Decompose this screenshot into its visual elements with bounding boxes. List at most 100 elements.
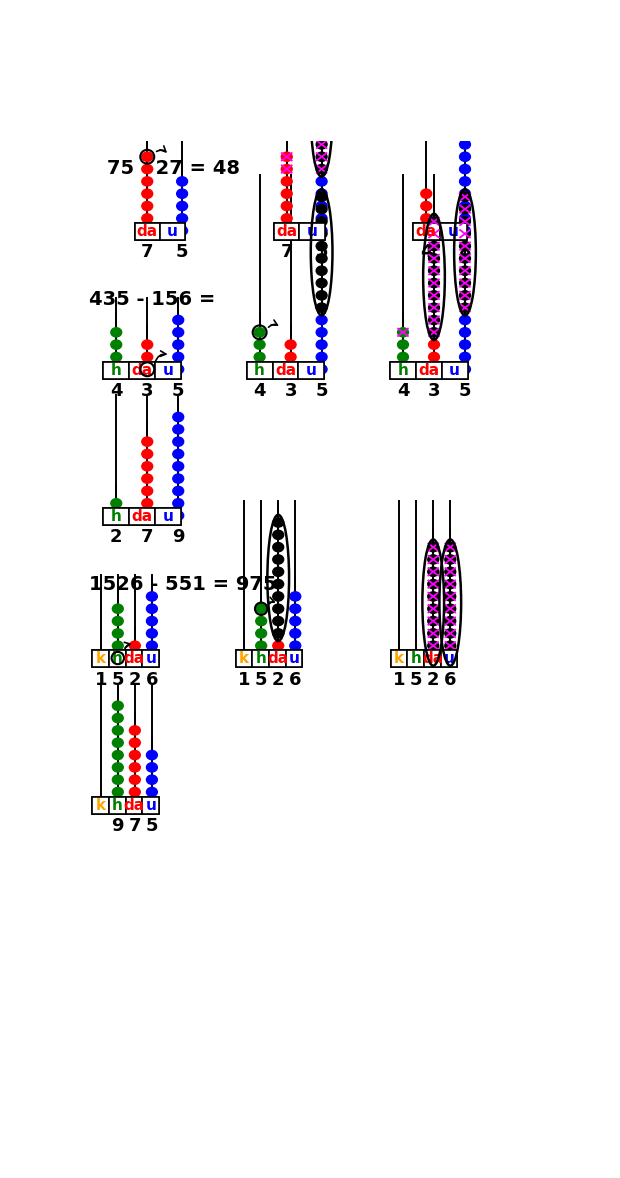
Bar <box>236 650 303 667</box>
Bar <box>424 650 441 667</box>
Ellipse shape <box>397 365 409 373</box>
Text: da: da <box>415 224 437 239</box>
Text: 2: 2 <box>110 528 123 547</box>
Text: u: u <box>450 363 460 378</box>
Ellipse shape <box>428 278 440 287</box>
Ellipse shape <box>142 177 153 186</box>
Bar <box>109 650 126 667</box>
Text: u: u <box>444 651 454 667</box>
Ellipse shape <box>290 616 301 626</box>
Ellipse shape <box>112 762 123 772</box>
Bar <box>299 223 324 240</box>
Text: u: u <box>306 363 317 378</box>
Ellipse shape <box>112 775 123 785</box>
Ellipse shape <box>428 654 439 663</box>
Ellipse shape <box>459 253 471 263</box>
Ellipse shape <box>316 230 327 238</box>
Ellipse shape <box>316 205 327 213</box>
Ellipse shape <box>281 190 292 198</box>
Ellipse shape <box>445 641 456 650</box>
Ellipse shape <box>428 365 440 373</box>
Ellipse shape <box>285 352 296 362</box>
Ellipse shape <box>285 365 296 373</box>
Ellipse shape <box>428 217 440 226</box>
Ellipse shape <box>177 201 187 211</box>
Ellipse shape <box>273 604 284 614</box>
Text: u: u <box>145 651 156 667</box>
Bar <box>92 796 109 814</box>
Bar <box>413 223 467 240</box>
Ellipse shape <box>459 177 471 186</box>
Ellipse shape <box>428 555 439 564</box>
Text: 6: 6 <box>289 670 301 689</box>
Ellipse shape <box>459 201 471 211</box>
Ellipse shape <box>142 190 153 198</box>
Text: k: k <box>394 651 404 667</box>
Text: 75 - 27 = 48: 75 - 27 = 48 <box>107 159 240 178</box>
Text: h: h <box>111 509 122 524</box>
Text: 5: 5 <box>255 670 267 689</box>
Ellipse shape <box>142 449 153 458</box>
Text: da: da <box>131 363 153 378</box>
Text: 6: 6 <box>146 670 158 689</box>
Ellipse shape <box>428 327 440 337</box>
Ellipse shape <box>459 165 471 173</box>
Ellipse shape <box>142 213 153 223</box>
Ellipse shape <box>459 316 471 325</box>
Ellipse shape <box>428 604 439 614</box>
Bar <box>440 223 467 240</box>
Bar <box>143 796 159 814</box>
Ellipse shape <box>112 714 123 723</box>
Ellipse shape <box>445 604 456 614</box>
Ellipse shape <box>177 177 187 186</box>
Ellipse shape <box>459 192 471 201</box>
Ellipse shape <box>316 177 327 186</box>
Ellipse shape <box>316 352 327 362</box>
Ellipse shape <box>255 641 267 650</box>
Text: 9: 9 <box>172 528 185 547</box>
Ellipse shape <box>173 412 184 422</box>
Bar <box>441 362 467 378</box>
Ellipse shape <box>428 266 440 276</box>
Ellipse shape <box>459 152 471 161</box>
Bar <box>104 508 181 525</box>
Ellipse shape <box>173 462 184 471</box>
Ellipse shape <box>421 213 432 223</box>
Ellipse shape <box>130 750 140 760</box>
Ellipse shape <box>428 616 439 626</box>
Ellipse shape <box>290 641 301 650</box>
Ellipse shape <box>421 226 432 236</box>
Ellipse shape <box>316 241 327 251</box>
Ellipse shape <box>459 278 471 287</box>
Ellipse shape <box>459 303 471 312</box>
Text: 3: 3 <box>285 382 297 399</box>
Bar <box>298 362 324 378</box>
Text: 7: 7 <box>128 816 141 835</box>
Ellipse shape <box>146 616 157 626</box>
Bar <box>269 650 286 667</box>
Ellipse shape <box>428 567 439 576</box>
Ellipse shape <box>316 253 327 263</box>
Text: k: k <box>95 798 106 813</box>
Ellipse shape <box>173 437 184 446</box>
Ellipse shape <box>142 474 153 483</box>
Text: 8: 8 <box>459 243 471 262</box>
Text: 6: 6 <box>444 670 456 689</box>
Bar <box>441 650 458 667</box>
Bar <box>143 650 159 667</box>
Ellipse shape <box>316 316 327 325</box>
Ellipse shape <box>397 352 409 362</box>
Ellipse shape <box>111 352 122 362</box>
Bar <box>274 223 299 240</box>
Text: da: da <box>123 798 144 813</box>
Ellipse shape <box>112 654 123 663</box>
Ellipse shape <box>130 739 140 747</box>
Ellipse shape <box>445 654 456 663</box>
Text: 5: 5 <box>112 670 124 689</box>
Ellipse shape <box>112 641 123 650</box>
Ellipse shape <box>130 775 140 785</box>
Text: da: da <box>275 363 296 378</box>
Ellipse shape <box>459 190 471 198</box>
Ellipse shape <box>428 316 440 325</box>
Text: u: u <box>162 509 174 524</box>
